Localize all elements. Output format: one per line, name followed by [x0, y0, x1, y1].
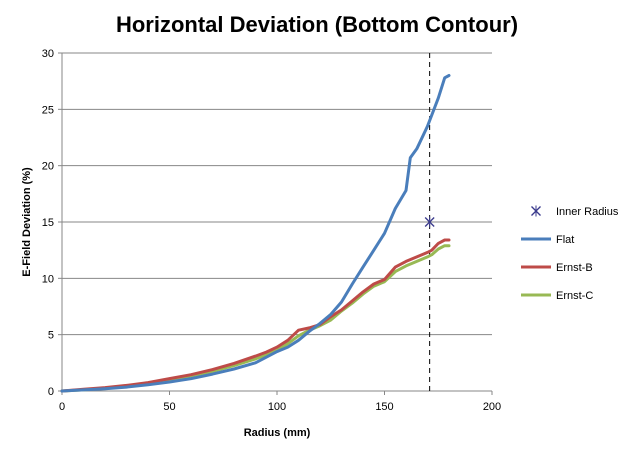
x-tick-label: 100 — [268, 401, 286, 413]
x-axis-label: Radius (mm) — [244, 427, 311, 439]
y-tick-label: 30 — [42, 48, 54, 60]
inner-radius-marker — [424, 216, 435, 228]
chart-title: Horizontal Deviation (Bottom Contour) — [116, 12, 518, 37]
y-axis-label: E-Field Deviation (%) — [21, 167, 33, 277]
legend-label: Ernst-C — [556, 290, 593, 302]
legend-label: Ernst-B — [556, 262, 593, 274]
series-line-ernst-b — [60, 238, 451, 393]
x-tick-label: 50 — [163, 401, 175, 413]
x-tick-label: 150 — [375, 401, 393, 413]
y-tick-label: 0 — [48, 386, 54, 398]
tick-labels: 0 5 10 15 20 25 30 0 50 100 150 200 — [42, 48, 501, 413]
gridlines — [62, 52, 492, 336]
y-tick-label: 5 — [48, 330, 54, 342]
legend-marker-icon — [531, 205, 541, 217]
legend-label: Flat — [556, 234, 574, 246]
legend: Inner Radius Flat Ernst-B Ernst-C — [521, 205, 619, 302]
y-tick-label: 25 — [42, 104, 54, 116]
series-line-flat — [60, 74, 451, 393]
series-layer — [60, 74, 451, 393]
axes — [58, 52, 493, 395]
legend-item-ernst-b: Ernst-B — [521, 262, 593, 274]
legend-label: Inner Radius — [556, 206, 619, 218]
legend-item-ernst-c: Ernst-C — [521, 290, 593, 302]
y-tick-label: 10 — [42, 273, 54, 285]
legend-item-flat: Flat — [521, 234, 574, 246]
x-tick-label: 200 — [483, 401, 501, 413]
series-line-ernst-c — [60, 244, 451, 393]
y-tick-label: 15 — [42, 217, 54, 229]
legend-item-inner-radius: Inner Radius — [531, 205, 619, 218]
y-tick-label: 20 — [42, 161, 54, 173]
x-tick-label: 0 — [59, 401, 65, 413]
